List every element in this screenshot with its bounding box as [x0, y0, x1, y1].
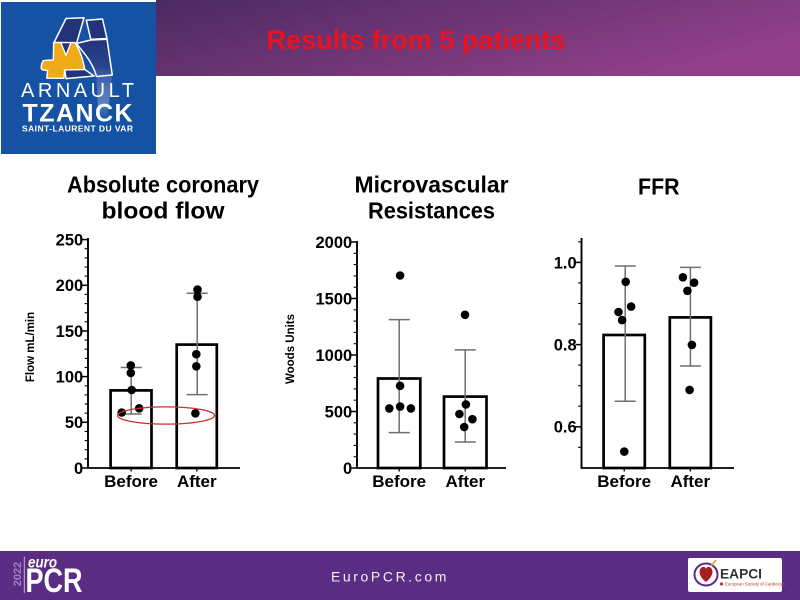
svg-text:2022: 2022 — [12, 562, 24, 586]
svg-text:Microvascular: Microvascular — [355, 172, 509, 198]
svg-text:blood flow: blood flow — [102, 198, 225, 224]
svg-text:0: 0 — [343, 460, 352, 478]
svg-text:Woods Units: Woods Units — [285, 314, 297, 384]
svg-text:EuroPCR.com: EuroPCR.com — [331, 569, 449, 585]
svg-text:0: 0 — [74, 460, 83, 478]
svg-text:After: After — [445, 472, 485, 491]
svg-text:Absolute coronary: Absolute coronary — [67, 172, 259, 198]
svg-text:150: 150 — [56, 323, 84, 341]
svg-text:2000: 2000 — [315, 234, 352, 252]
svg-text:Before: Before — [372, 472, 426, 491]
svg-text:euro: euro — [28, 555, 57, 572]
svg-text:0.8: 0.8 — [554, 337, 577, 355]
svg-text:Results from 5 patients: Results from 5 patients — [267, 25, 566, 55]
svg-text:TZANCK: TZANCK — [23, 100, 133, 128]
svg-text:500: 500 — [325, 403, 353, 421]
svg-text:FFR: FFR — [638, 174, 680, 200]
svg-text:SAINT-LAURENT DU VAR: SAINT-LAURENT DU VAR — [22, 124, 133, 134]
svg-text:After: After — [177, 472, 217, 491]
svg-text:1.0: 1.0 — [554, 254, 577, 272]
svg-text:PCR: PCR — [26, 562, 83, 600]
svg-text:50: 50 — [65, 414, 83, 432]
svg-text:Before: Before — [104, 472, 158, 491]
svg-text:1000: 1000 — [315, 347, 352, 365]
svg-text:250: 250 — [56, 232, 84, 250]
svg-text:1500: 1500 — [315, 290, 352, 308]
svg-text:After: After — [670, 472, 710, 491]
svg-text:EAPCI: EAPCI — [720, 566, 762, 582]
svg-text:0.6: 0.6 — [554, 419, 577, 437]
svg-text:Resistances: Resistances — [368, 198, 495, 224]
svg-text:200: 200 — [56, 277, 84, 295]
svg-text:European Society of Cardiology: European Society of Cardiology — [725, 582, 786, 587]
svg-text:100: 100 — [56, 369, 84, 387]
svg-text:Before: Before — [597, 472, 651, 491]
svg-text:Flow mL/min: Flow mL/min — [25, 312, 37, 382]
